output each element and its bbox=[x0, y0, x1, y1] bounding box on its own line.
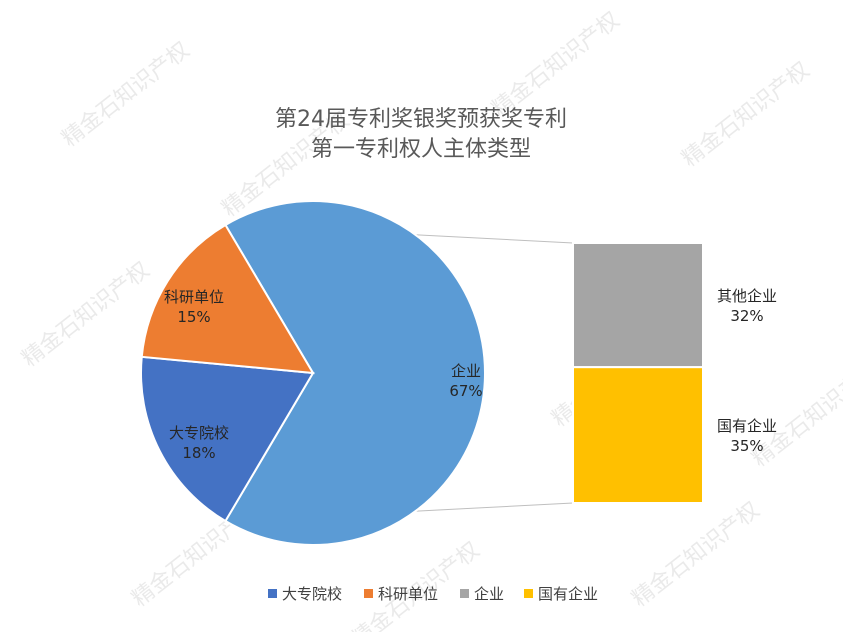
pie-slice bbox=[224, 200, 486, 546]
stacked-bar: 其他企业 32% 国有企业 35% bbox=[572, 242, 777, 504]
pie-category-label: 大专院校 bbox=[169, 424, 229, 442]
bar-category-label: 其他企业 bbox=[717, 287, 777, 305]
legend-item-label: 大专院校 bbox=[282, 585, 342, 603]
watermark-text: 精金石知识产权 bbox=[678, 58, 815, 173]
pie-slice bbox=[140, 223, 315, 375]
pie-value-label: 67% bbox=[449, 382, 482, 400]
legend-swatch bbox=[524, 589, 533, 598]
pie-slice bbox=[140, 355, 315, 523]
pie: 企业 67% 大专院校 18% 科研单位 15% bbox=[140, 200, 486, 546]
watermark-text: 精金石知识产权 bbox=[488, 8, 625, 123]
legend-item-label: 国有企业 bbox=[538, 585, 598, 603]
legend: 大专院校 科研单位 企业 国有企业 bbox=[268, 585, 598, 603]
legend-swatch bbox=[364, 589, 373, 598]
pie-category-label: 科研单位 bbox=[164, 288, 224, 306]
bar-category-label: 国有企业 bbox=[717, 417, 777, 435]
pie-value-label: 15% bbox=[177, 308, 210, 326]
chart-title-line-2: 第一专利权人主体类型 bbox=[311, 137, 531, 162]
bar-value-label: 35% bbox=[730, 437, 763, 455]
pie-value-label: 18% bbox=[182, 444, 215, 462]
legend-item-label: 企业 bbox=[474, 585, 504, 603]
watermark-text: 精金石知识产权 bbox=[58, 38, 195, 153]
watermark-text: 精金石知识产权 bbox=[628, 498, 765, 613]
watermark-text: 精金石知识产权 bbox=[18, 258, 155, 373]
legend-item-label: 科研单位 bbox=[378, 585, 438, 603]
chart-title-line-1: 第24届专利奖银奖预获奖专利 bbox=[275, 107, 567, 132]
bar-value-label: 32% bbox=[730, 307, 763, 325]
legend-swatch bbox=[268, 589, 277, 598]
bar-segment bbox=[572, 242, 704, 369]
bar-segment bbox=[572, 366, 704, 504]
legend-swatch bbox=[460, 589, 469, 598]
pie-category-label: 企业 bbox=[451, 362, 481, 380]
